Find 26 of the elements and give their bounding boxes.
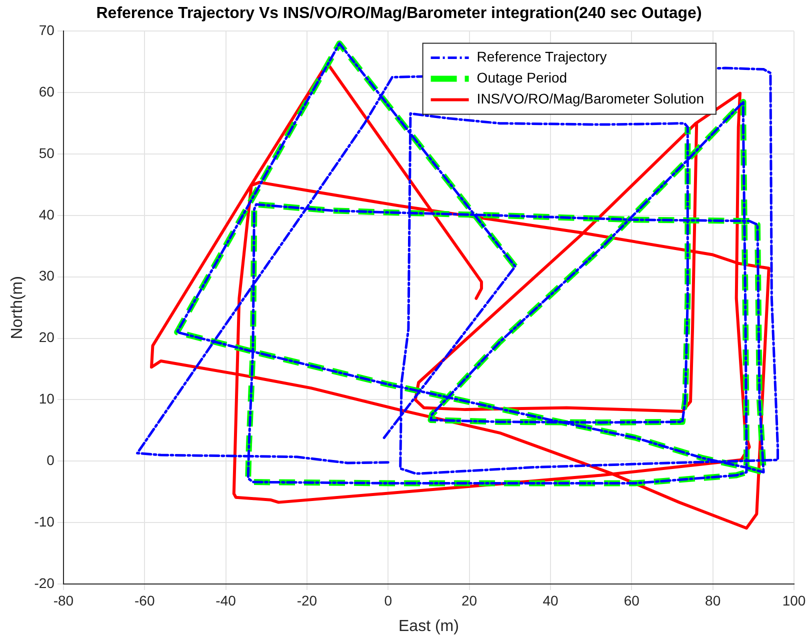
y-tick-label: -10 xyxy=(34,513,55,530)
legend-label: Reference Trajectory xyxy=(476,48,607,65)
x-tick-label: 60 xyxy=(624,592,640,608)
y-tick-label: 30 xyxy=(38,268,55,284)
x-tick-label: -80 xyxy=(53,592,74,608)
y-tick-label: 40 xyxy=(38,206,55,222)
x-tick-label: 0 xyxy=(384,592,392,608)
x-axis-title: East (m) xyxy=(398,618,459,635)
x-tick-label: -20 xyxy=(296,592,318,608)
y-tick-label: 70 xyxy=(38,22,55,38)
x-tick-label: 100 xyxy=(782,592,806,608)
chart-title: Reference Trajectory Vs INS/VO/RO/Mag/Barometer integration(240 sec Outage) xyxy=(96,5,702,22)
x-tick-label: 20 xyxy=(462,592,478,608)
x-tick-label: 80 xyxy=(705,592,721,608)
x-tick-label: -60 xyxy=(134,592,155,608)
y-tick-label: -20 xyxy=(34,574,55,591)
y-tick-label: 10 xyxy=(38,390,55,407)
y-tick-label: 0 xyxy=(46,452,55,468)
y-tick-label: 50 xyxy=(38,144,55,161)
x-tick-label: 40 xyxy=(542,592,558,608)
legend-label: INS/VO/RO/Mag/Barometer Solution xyxy=(476,90,704,107)
y-axis-title: North(m) xyxy=(9,276,26,340)
y-tick-label: 60 xyxy=(38,83,55,100)
y-tick-label: 20 xyxy=(38,329,55,346)
x-tick-label: -40 xyxy=(216,592,236,608)
legend-label: Outage Period xyxy=(476,70,568,86)
